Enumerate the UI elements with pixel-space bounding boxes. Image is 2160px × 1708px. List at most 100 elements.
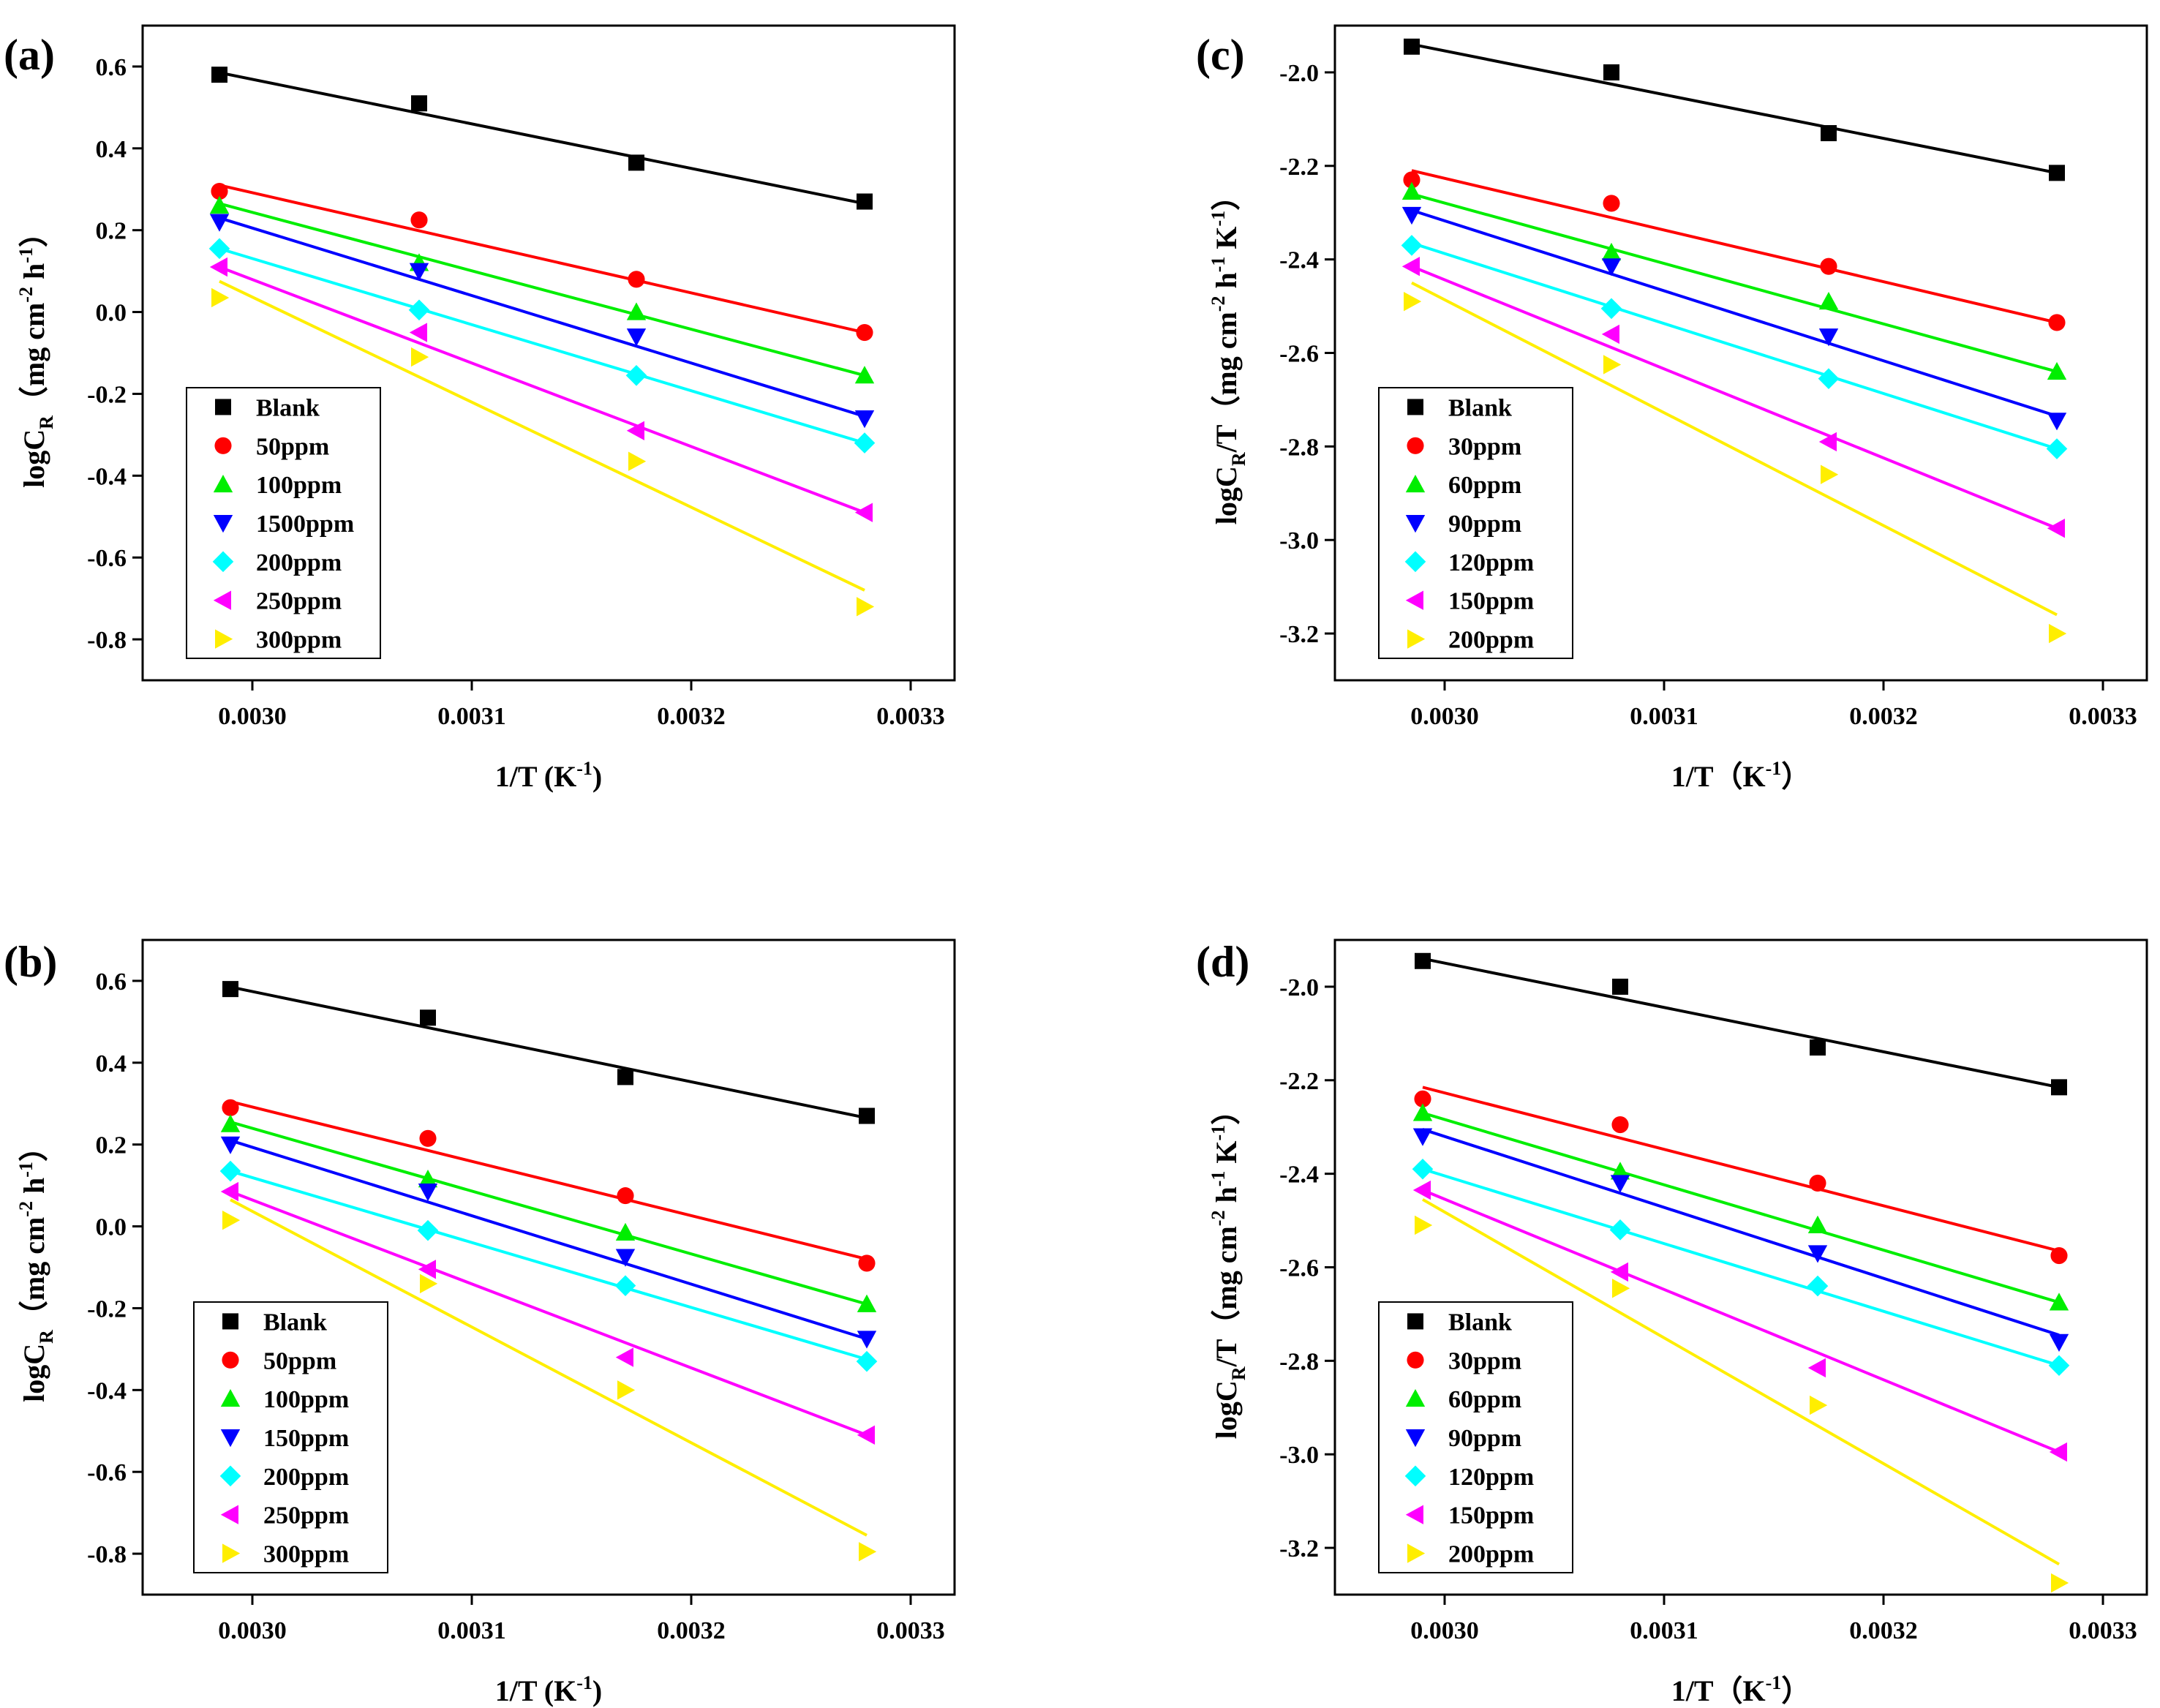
y-tick-label: -3.0 bbox=[1279, 527, 1319, 554]
legend-marker-250ppm bbox=[213, 590, 231, 610]
data-point-Blank bbox=[1415, 952, 1431, 969]
data-point-120ppm bbox=[1818, 368, 1840, 389]
legend-label: 250ppm bbox=[263, 1502, 349, 1530]
y-tick-label: -2.8 bbox=[1279, 434, 1319, 461]
legend-marker-Blank bbox=[215, 399, 231, 415]
data-point-60ppm bbox=[1610, 1162, 1630, 1180]
y-tick-label: 0.4 bbox=[96, 1050, 127, 1077]
data-point-200ppm bbox=[408, 299, 430, 321]
fit-line-120ppm bbox=[1411, 241, 2058, 451]
legend-marker-200ppm bbox=[1407, 1543, 1426, 1563]
data-point-300ppm bbox=[617, 1380, 636, 1400]
data-point-250ppm bbox=[626, 421, 644, 440]
data-point-Blank bbox=[859, 1107, 875, 1124]
data-point-Blank bbox=[857, 193, 873, 210]
y-tick-label: -2.4 bbox=[1279, 1162, 1319, 1189]
data-point-50ppm bbox=[856, 323, 873, 342]
data-point-30ppm bbox=[1403, 171, 1420, 189]
panel-label: (c) bbox=[1196, 31, 1245, 79]
legend-marker-100ppm bbox=[220, 1388, 241, 1407]
data-point-100ppm bbox=[615, 1222, 636, 1241]
data-point-200ppm bbox=[1415, 1215, 1433, 1235]
data-point-200ppm bbox=[614, 1275, 636, 1296]
fit-line-Blank bbox=[230, 985, 868, 1120]
data-point-Blank bbox=[411, 95, 427, 112]
legend-label: 120ppm bbox=[1448, 549, 1534, 576]
fit-line-120ppm bbox=[1422, 1167, 2060, 1367]
data-point-30ppm bbox=[1611, 1116, 1629, 1134]
data-point-60ppm bbox=[1401, 181, 1422, 200]
chart-panel-0: (a) 0.0030 0.0031 0.0032 0.0033 0.6 0.4 0.2 0.0 -… bbox=[4, 24, 956, 793]
plot-frame bbox=[141, 24, 956, 682]
y-tick-label: -2.6 bbox=[1279, 1255, 1319, 1282]
data-point-150ppm bbox=[1610, 1262, 1628, 1282]
data-point-Blank bbox=[2051, 1079, 2067, 1096]
fit-line-90ppm bbox=[1411, 208, 2058, 418]
legend-label: 200ppm bbox=[263, 1464, 349, 1491]
data-point-200ppm bbox=[208, 238, 230, 260]
legend-label: Blank bbox=[263, 1309, 327, 1336]
chart-panel-1: (b) 0.0030 0.0031 0.0032 0.0033 0.6 0.4 0.2 0.0 -… bbox=[4, 938, 956, 1707]
y-tick-label: -2.2 bbox=[1279, 154, 1319, 181]
data-point-300ppm bbox=[211, 287, 230, 308]
fit-line-200ppm bbox=[1422, 1198, 2060, 1566]
legend-label: 150ppm bbox=[1448, 588, 1534, 615]
data-point-300ppm bbox=[628, 451, 647, 471]
data-point-50ppm bbox=[222, 1099, 239, 1116]
fit-line-Blank bbox=[1422, 957, 2060, 1089]
x-axis-label: 1/T (K-1) bbox=[495, 758, 603, 793]
legend-label: 50ppm bbox=[256, 433, 329, 460]
y-tick-label: 0.6 bbox=[96, 968, 127, 996]
data-point-200ppm bbox=[1821, 464, 1839, 484]
data-point-Blank bbox=[211, 67, 227, 83]
y-axis-label: logCR/T（mg cm-2 h-1 K-1） bbox=[1208, 181, 1249, 524]
x-axis-label: 1/T（K-1） bbox=[1671, 758, 1811, 793]
y-tick-label: 0.6 bbox=[96, 54, 127, 81]
legend-marker-60ppm bbox=[1405, 1388, 1426, 1407]
y-tick-label: -0.8 bbox=[87, 1541, 127, 1568]
x-tick-label: 0.0033 bbox=[876, 703, 945, 730]
x-tick-label: 0.0031 bbox=[437, 1617, 506, 1644]
fit-line-100ppm bbox=[230, 1120, 868, 1306]
data-point-150ppm bbox=[1818, 432, 1837, 452]
data-point-60ppm bbox=[2049, 1293, 2069, 1311]
data-point-150ppm bbox=[1401, 257, 1420, 276]
y-tick-label: 0.4 bbox=[96, 136, 127, 163]
data-point-200ppm bbox=[856, 1350, 878, 1372]
fit-line-60ppm bbox=[1422, 1111, 2060, 1304]
y-axis-label: logCR（mg cm-2 h-1） bbox=[15, 1132, 57, 1402]
data-point-200ppm bbox=[854, 432, 876, 454]
y-tick-label: -0.2 bbox=[87, 381, 127, 408]
x-tick-label: 0.0032 bbox=[657, 1617, 726, 1644]
fit-line-200ppm bbox=[1411, 281, 2058, 617]
data-point-50ppm bbox=[211, 182, 228, 200]
legend-marker-90ppm bbox=[1405, 1429, 1426, 1448]
data-point-90ppm bbox=[1610, 1175, 1630, 1193]
legend-marker-90ppm bbox=[1405, 515, 1426, 533]
legend-label: 250ppm bbox=[256, 588, 342, 615]
y-axis-label: logCR/T（mg cm-2 h-1 K-1） bbox=[1208, 1096, 1249, 1439]
data-point-50ppm bbox=[410, 211, 428, 229]
data-point-120ppm bbox=[1401, 235, 1423, 256]
x-tick-label: 0.0030 bbox=[218, 703, 287, 730]
legend-label: 100ppm bbox=[263, 1386, 349, 1413]
data-point-1500ppm bbox=[626, 328, 647, 347]
data-point-200ppm bbox=[1810, 1395, 1828, 1415]
data-point-100ppm bbox=[626, 302, 647, 320]
y-tick-label: -0.6 bbox=[87, 1459, 127, 1486]
fit-line-50ppm bbox=[219, 184, 865, 334]
legend-label: 300ppm bbox=[263, 1541, 349, 1568]
data-point-200ppm bbox=[219, 1160, 241, 1182]
legend-label: 30ppm bbox=[1448, 1347, 1521, 1374]
data-point-200ppm bbox=[1404, 291, 1422, 312]
data-point-1500ppm bbox=[209, 214, 230, 232]
legend-label: 30ppm bbox=[1448, 433, 1521, 460]
legend-marker-120ppm bbox=[1404, 1465, 1426, 1487]
legend-marker-200ppm bbox=[219, 1465, 241, 1487]
fit-line-200ppm bbox=[230, 1170, 868, 1361]
x-tick-label: 0.0030 bbox=[218, 1617, 287, 1644]
data-point-Blank bbox=[617, 1069, 633, 1086]
data-point-Blank bbox=[420, 1009, 436, 1026]
data-point-200ppm bbox=[2051, 1573, 2069, 1593]
